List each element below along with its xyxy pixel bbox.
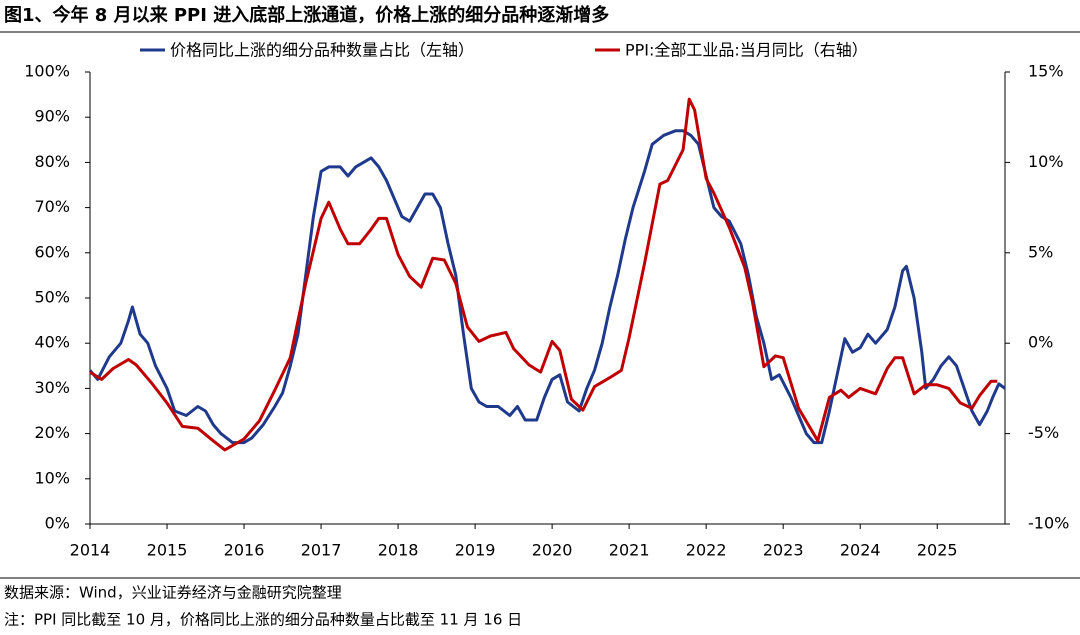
note: 注：PPI 同比截至 10 月，价格同比上涨的细分品种数量占比截至 11 月 1… [4,611,522,629]
y-tick-label: 0% [45,514,70,533]
y2-tick-label: -5% [1028,423,1059,442]
y-tick-label: 80% [34,152,70,171]
y-tick-label: 10% [34,468,70,487]
series-line [89,97,998,452]
chart-title: 图1、今年 8 月以来 PPI 进入底部上涨通道，价格上涨的细分品种逐渐增多 [4,4,609,26]
x-tick-label: 2017 [301,541,342,560]
legend-label: PPI:全部工业品:当月同比（右轴） [625,41,868,60]
y-tick-label: 50% [34,288,70,307]
y-tick-label: 20% [34,423,70,442]
x-tick-label: 2016 [224,541,265,560]
y-tick-label: 30% [34,378,70,397]
x-tick-label: 2025 [917,541,958,560]
x-tick-label: 2015 [147,541,188,560]
x-tick-label: 2018 [378,541,419,560]
x-tick-label: 2023 [763,541,804,560]
y2-tick-label: 0% [1028,333,1053,352]
x-tick-label: 2024 [840,541,881,560]
y-tick-label: 70% [34,197,70,216]
y2-tick-label: 15% [1028,62,1064,81]
y-tick-label: 40% [34,333,70,352]
legend-label: 价格同比上涨的细分品种数量占比（左轴） [170,41,474,60]
x-tick-label: 2020 [532,541,573,560]
y-tick-label: 60% [34,242,70,261]
x-tick-label: 2014 [70,541,111,560]
y2-tick-label: -10% [1028,514,1069,533]
source: 数据来源：Wind，兴业证券经济与金融研究院整理 [4,584,342,602]
x-tick-label: 2021 [609,541,650,560]
y-tick-label: 90% [34,107,70,126]
series-line [88,129,1006,445]
y2-tick-label: 5% [1028,242,1053,261]
x-tick-label: 2022 [686,541,727,560]
x-tick-label: 2019 [455,541,496,560]
y2-tick-label: 10% [1028,152,1064,171]
y-tick-label: 100% [24,62,70,81]
